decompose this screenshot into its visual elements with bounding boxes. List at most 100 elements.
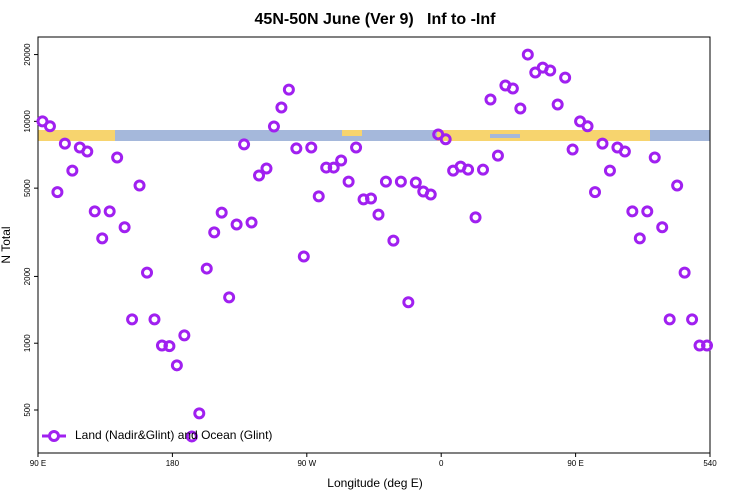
data-point	[506, 82, 519, 95]
land-ocean-band	[38, 130, 710, 141]
data-point	[178, 329, 191, 342]
data-point	[230, 218, 243, 231]
data-point	[626, 205, 639, 218]
legend-label: Land (Nadir&Glint) and Ocean (Glint)	[75, 428, 272, 442]
x-tick-label: 90 E	[30, 459, 46, 468]
y-tick-label: 20000	[23, 43, 32, 66]
y-tick-label: 5000	[23, 179, 32, 197]
data-point	[641, 205, 654, 218]
data-point	[126, 313, 139, 326]
land-band	[342, 130, 362, 136]
data-point	[581, 120, 594, 133]
data-point	[43, 120, 56, 133]
data-point	[686, 313, 699, 326]
land-band	[437, 130, 650, 141]
data-point	[648, 151, 661, 164]
data-point	[394, 175, 407, 188]
chart-title: 45N-50N June (Ver 9) Inf to -Inf	[255, 11, 497, 28]
data-point	[51, 186, 64, 199]
data-point	[118, 221, 131, 234]
data-point	[312, 190, 325, 203]
data-point	[484, 93, 497, 106]
data-point	[193, 407, 206, 420]
data-point	[701, 339, 714, 352]
data-point	[88, 205, 101, 218]
data-point	[170, 359, 183, 372]
data-point	[566, 143, 579, 156]
data-point	[290, 142, 303, 155]
data-point	[544, 64, 557, 77]
y-tick-label: 2000	[23, 267, 32, 285]
ocean-band	[115, 130, 437, 141]
data-point	[66, 164, 79, 177]
data-point	[103, 205, 116, 218]
data-point	[245, 216, 258, 229]
data-point	[133, 179, 146, 192]
data-point	[424, 188, 437, 201]
data-point	[379, 175, 392, 188]
data-point	[223, 291, 236, 304]
data-point	[297, 250, 310, 263]
data-point	[491, 149, 504, 162]
x-tick-label: 540	[703, 459, 717, 468]
data-point	[111, 151, 124, 164]
data-point	[200, 262, 213, 275]
data-point	[238, 138, 251, 151]
x-tick-label: 0	[439, 459, 444, 468]
data-point	[163, 340, 176, 353]
data-point	[335, 154, 348, 167]
data-point	[58, 137, 71, 150]
data-point	[141, 266, 154, 279]
data-point	[402, 296, 415, 309]
data-point	[514, 102, 527, 115]
plot-frame	[37, 36, 711, 454]
data-point	[678, 266, 691, 279]
legend-marker	[48, 430, 60, 442]
data-point	[439, 133, 452, 146]
x-axis-label: Longitude (deg E)	[327, 476, 422, 490]
data-point	[342, 175, 355, 188]
data-point	[671, 179, 684, 192]
land-band	[38, 130, 115, 141]
data-point	[462, 163, 475, 176]
data-point	[409, 176, 422, 189]
data-point	[521, 48, 534, 61]
data-point	[208, 226, 221, 239]
data-point	[350, 141, 363, 154]
data-point	[275, 101, 288, 114]
data-point	[148, 313, 161, 326]
y-axis-label: N Total	[0, 226, 13, 263]
data-point	[387, 234, 400, 247]
data-point	[215, 206, 228, 219]
data-point	[603, 164, 616, 177]
data-point	[185, 430, 198, 443]
data-point	[559, 71, 572, 84]
ocean-band	[650, 130, 710, 141]
data-point	[327, 161, 340, 174]
data-point	[253, 169, 266, 182]
data-point	[305, 141, 318, 154]
data-point	[477, 163, 490, 176]
data-point	[320, 161, 333, 174]
data-point	[551, 98, 564, 111]
data-point	[633, 232, 646, 245]
y-tick-label: 500	[23, 403, 32, 417]
data-point	[282, 83, 295, 96]
data-point	[596, 137, 609, 150]
data-point	[589, 186, 602, 199]
ocean-band	[490, 134, 520, 138]
y-tick-label: 10000	[23, 110, 32, 133]
data-point	[81, 145, 94, 158]
data-point	[663, 313, 676, 326]
data-point	[365, 192, 378, 205]
data-point	[372, 208, 385, 221]
x-tick-label: 180	[166, 459, 180, 468]
data-point	[267, 120, 280, 133]
data-point	[260, 162, 273, 175]
data-point	[96, 232, 109, 245]
x-tick-label: 90 E	[567, 459, 583, 468]
y-tick-label: 1000	[23, 334, 32, 352]
data-point	[618, 145, 631, 158]
